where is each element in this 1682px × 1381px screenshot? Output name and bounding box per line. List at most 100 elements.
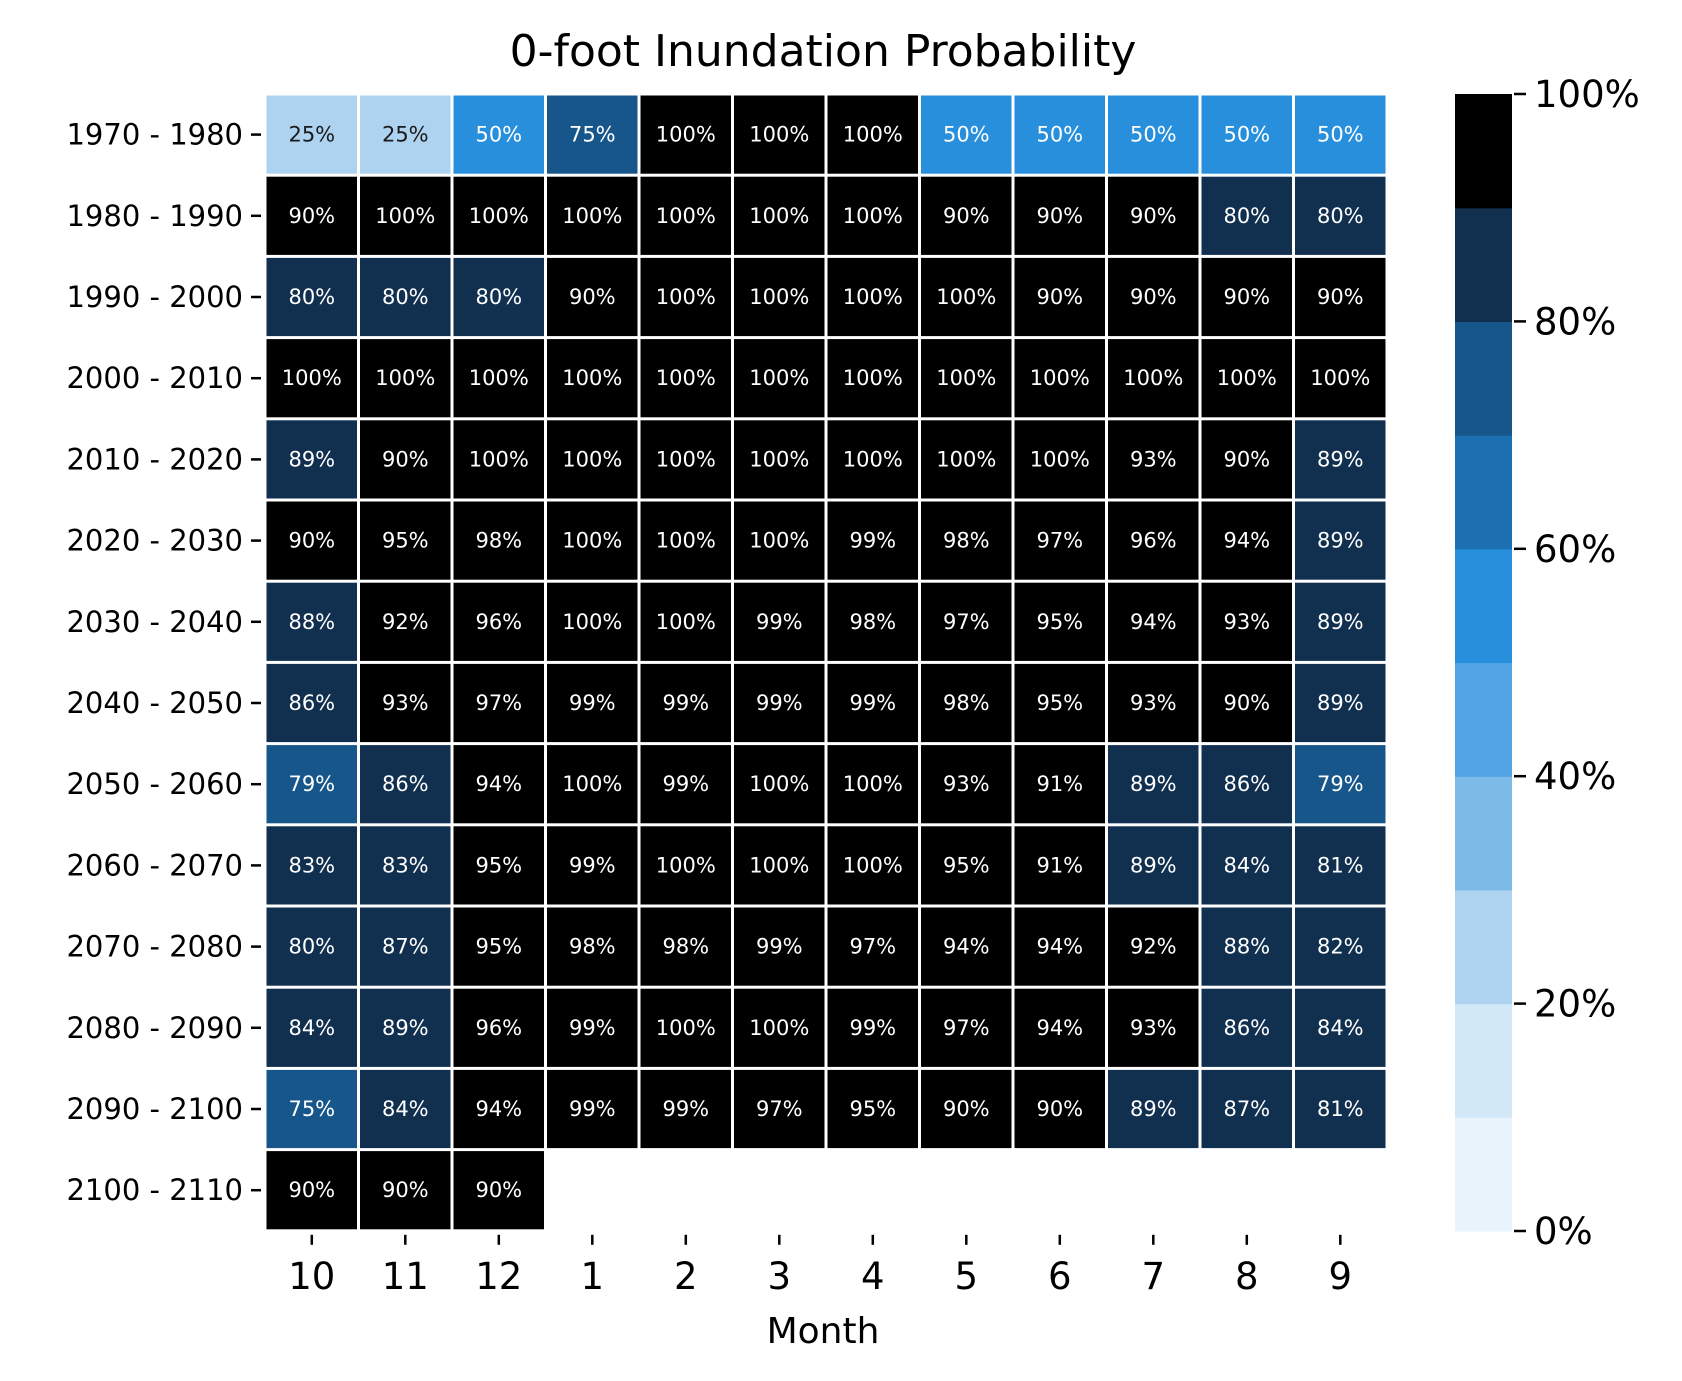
heatmap-cell: [1014, 1069, 1105, 1149]
cell-value-label: 100%: [843, 285, 903, 309]
y-axis: 1970 - 1980 1980 - 1990 1990 - 2000 2000 - …: [66, 118, 261, 1207]
y-tick-label: 2020 - 2030: [66, 524, 243, 558]
cell-value-label: 100%: [749, 772, 809, 796]
cell-value-label: 96%: [475, 1016, 522, 1040]
cell-value-label: 90%: [382, 447, 429, 471]
colorbar-tick-label: 100%: [1534, 73, 1640, 116]
heatmap-cell: [1295, 176, 1386, 255]
heatmap-cell: [266, 582, 357, 661]
heatmap-cell: [827, 663, 918, 743]
cell-value-label: 100%: [562, 447, 622, 471]
cell-value-label: 90%: [1223, 691, 1270, 715]
heatmap-cell: [921, 95, 1012, 174]
heatmap-cell: [1201, 745, 1292, 824]
cell-value-label: 100%: [843, 853, 903, 877]
heatmap-cell: [1014, 95, 1105, 174]
cell-value-label: 100%: [843, 772, 903, 796]
heatmap-cell: [640, 582, 731, 661]
colorbar-segment: [1455, 548, 1512, 664]
heatmap-cell: [453, 582, 544, 661]
heatmap-cell: [266, 1069, 357, 1149]
cell-value-label: 100%: [843, 447, 903, 471]
heatmap-cell: [547, 501, 638, 580]
colorbar-tick-label: 40%: [1534, 755, 1616, 798]
heatmap-cell: [453, 988, 544, 1067]
heatmap-cell: [1014, 339, 1105, 418]
cell-value-label: 100%: [843, 204, 903, 228]
heatmap-cell: [360, 95, 451, 174]
x-tick-label: 12: [475, 1255, 522, 1298]
cell-value-label: 100%: [562, 529, 622, 553]
cell-value-label: 95%: [475, 935, 522, 959]
cell-value-label: 100%: [562, 772, 622, 796]
cell-value-label: 100%: [749, 529, 809, 553]
heatmap-cell: [827, 582, 918, 661]
heatmap-cell: [360, 988, 451, 1067]
cell-value-label: 99%: [756, 935, 803, 959]
colorbar-tick-label: 80%: [1534, 300, 1616, 343]
cell-value-label: 89%: [1130, 853, 1177, 877]
cell-value-label: 50%: [475, 123, 522, 147]
cell-value-label: 99%: [569, 691, 616, 715]
heatmap-cell: [1295, 1069, 1386, 1149]
heatmap-cell: [453, 420, 544, 499]
cell-value-label: 100%: [749, 853, 809, 877]
cell-value-label: 100%: [1217, 366, 1277, 390]
heatmap-cell: [360, 257, 451, 337]
heatmap-cell: [453, 257, 544, 337]
cell-value-label: 94%: [475, 1097, 522, 1121]
heatmap-cell: [1108, 176, 1199, 255]
heatmap-cell: [1201, 826, 1292, 905]
heatmap-cell: [640, 95, 731, 174]
heatmap-cell: [266, 826, 357, 905]
x-tick-label: 8: [1235, 1255, 1259, 1298]
heatmap-cell: [360, 420, 451, 499]
cell-value-label: 50%: [1130, 123, 1177, 147]
cell-value-label: 94%: [1036, 935, 1083, 959]
y-tick-label: 2010 - 2020: [66, 442, 243, 476]
cell-value-label: 50%: [1317, 123, 1364, 147]
heatmap-cell: [734, 176, 825, 255]
cell-value-label: 80%: [288, 285, 335, 309]
heatmap-cell: [1295, 501, 1386, 580]
colorbar: 0% 20% 40% 60% 80% 100%: [1455, 73, 1640, 1253]
colorbar-segment: [1455, 776, 1512, 891]
cell-value-label: 98%: [943, 529, 990, 553]
cell-value-label: 89%: [1317, 610, 1364, 634]
heatmap-cell: [921, 663, 1012, 743]
cell-value-label: 100%: [656, 204, 716, 228]
heatmap-cell: [734, 907, 825, 986]
heatmap-cell: [266, 176, 357, 255]
heatmap-cell: [734, 663, 825, 743]
cell-value-label: 83%: [288, 853, 335, 877]
heatmap-cell: [734, 501, 825, 580]
cell-value-label: 100%: [562, 366, 622, 390]
cell-value-label: 100%: [375, 204, 435, 228]
heatmap-cell: [827, 988, 918, 1067]
x-tick-label: 6: [1048, 1255, 1072, 1298]
cell-value-label: 94%: [1223, 529, 1270, 553]
cell-value-label: 100%: [282, 366, 342, 390]
cell-value-label: 100%: [656, 366, 716, 390]
cell-value-label: 90%: [288, 529, 335, 553]
cell-value-label: 88%: [1223, 935, 1270, 959]
heatmap-cell: [266, 95, 357, 174]
heatmap-cell: [360, 1069, 451, 1149]
cell-value-label: 100%: [375, 366, 435, 390]
heatmap-cell: [1295, 582, 1386, 661]
cell-value-label: 84%: [382, 1097, 429, 1121]
cell-value-label: 100%: [936, 285, 996, 309]
cell-value-label: 90%: [1317, 285, 1364, 309]
heatmap-cell: [266, 501, 357, 580]
heatmap-cell: [827, 95, 918, 174]
heatmap-cell: [734, 339, 825, 418]
cell-value-label: 94%: [943, 935, 990, 959]
heatmap-cell: [734, 257, 825, 337]
colorbar-segment: [1455, 94, 1512, 209]
cell-value-label: 90%: [288, 204, 335, 228]
cell-value-label: 50%: [1223, 123, 1270, 147]
cell-value-label: 99%: [756, 691, 803, 715]
cell-value-label: 80%: [288, 935, 335, 959]
heatmap-cell: [360, 663, 451, 743]
